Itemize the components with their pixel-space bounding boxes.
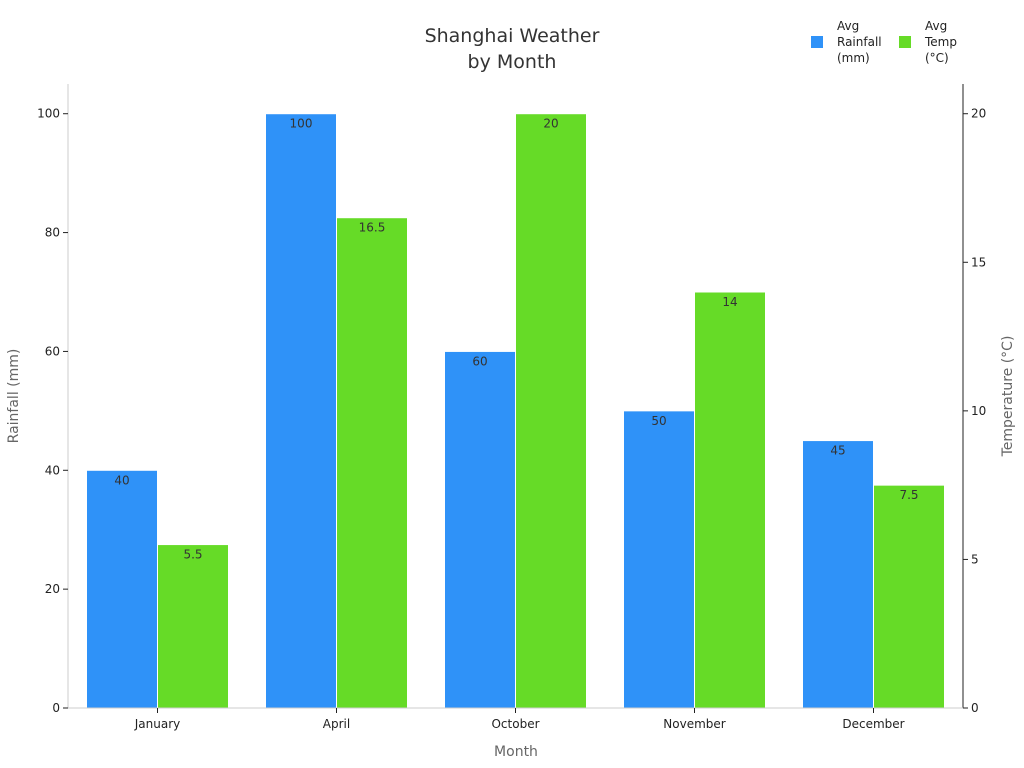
bar-rainfall xyxy=(86,469,158,709)
legend: Avg Rainfall (mm) Avg Temp (°C) xyxy=(811,19,957,65)
y-tick-label-right: 20 xyxy=(971,107,986,121)
data-label: 100 xyxy=(290,117,313,131)
bar-rainfall xyxy=(444,350,516,709)
legend-label-line: Rainfall xyxy=(837,35,882,49)
x-tick-label: October xyxy=(491,717,539,731)
y-tick-label-left: 60 xyxy=(45,344,60,358)
legend-swatch xyxy=(899,36,911,48)
x-tick-label: April xyxy=(323,717,350,731)
y-tick-label-left: 40 xyxy=(45,463,60,477)
y-tick-label-left: 20 xyxy=(45,582,60,596)
data-label: 60 xyxy=(472,354,487,368)
y-tick-label-right: 15 xyxy=(971,255,986,269)
title-line: by Month xyxy=(468,51,557,73)
bar-temp xyxy=(515,113,587,709)
legend-label-line: (mm) xyxy=(837,51,870,65)
legend-label-line: Avg xyxy=(925,19,947,33)
bar-rainfall xyxy=(623,410,695,709)
data-label: 16.5 xyxy=(359,221,386,235)
data-label: 7.5 xyxy=(899,488,918,502)
data-label: 45 xyxy=(830,444,845,458)
data-label: 20 xyxy=(543,117,558,131)
y-tick-label-left: 100 xyxy=(37,107,60,121)
legend-label-line: Avg xyxy=(837,19,859,33)
y-tick-label-right: 5 xyxy=(971,552,979,566)
y-axis-label-left: Rainfall (mm) xyxy=(6,349,22,444)
x-tick-label: November xyxy=(663,717,725,731)
data-label: 40 xyxy=(114,473,129,487)
legend-swatch xyxy=(811,36,823,48)
title-line: Shanghai Weather xyxy=(425,25,600,47)
x-tick-label: January xyxy=(134,717,181,731)
y-tick-label-left: 80 xyxy=(45,226,60,240)
bar-rainfall xyxy=(802,440,874,709)
x-tick-label: December xyxy=(842,717,904,731)
bar-temp xyxy=(157,544,229,709)
chart-title: Shanghai Weather by Month xyxy=(425,25,600,73)
data-label: 14 xyxy=(722,295,737,309)
y-tick-label-right: 10 xyxy=(971,404,986,418)
legend-label-line: (°C) xyxy=(925,51,949,65)
y-tick-label-right: 0 xyxy=(971,701,979,715)
data-label: 50 xyxy=(651,414,666,428)
legend-label: Avg Rainfall (mm) xyxy=(837,19,882,65)
bar-temp xyxy=(873,484,945,709)
bar-temp xyxy=(694,291,766,709)
bar-rainfall xyxy=(265,113,337,709)
legend-label-line: Temp xyxy=(924,35,957,49)
bar-temp xyxy=(336,217,408,709)
legend-label: Avg Temp (°C) xyxy=(924,19,957,65)
y-axis-label-right: Temperature (°C) xyxy=(1000,336,1016,458)
y-tick-label-left: 0 xyxy=(52,701,60,715)
data-label: 5.5 xyxy=(183,548,202,562)
x-axis-label: Month xyxy=(494,744,538,760)
